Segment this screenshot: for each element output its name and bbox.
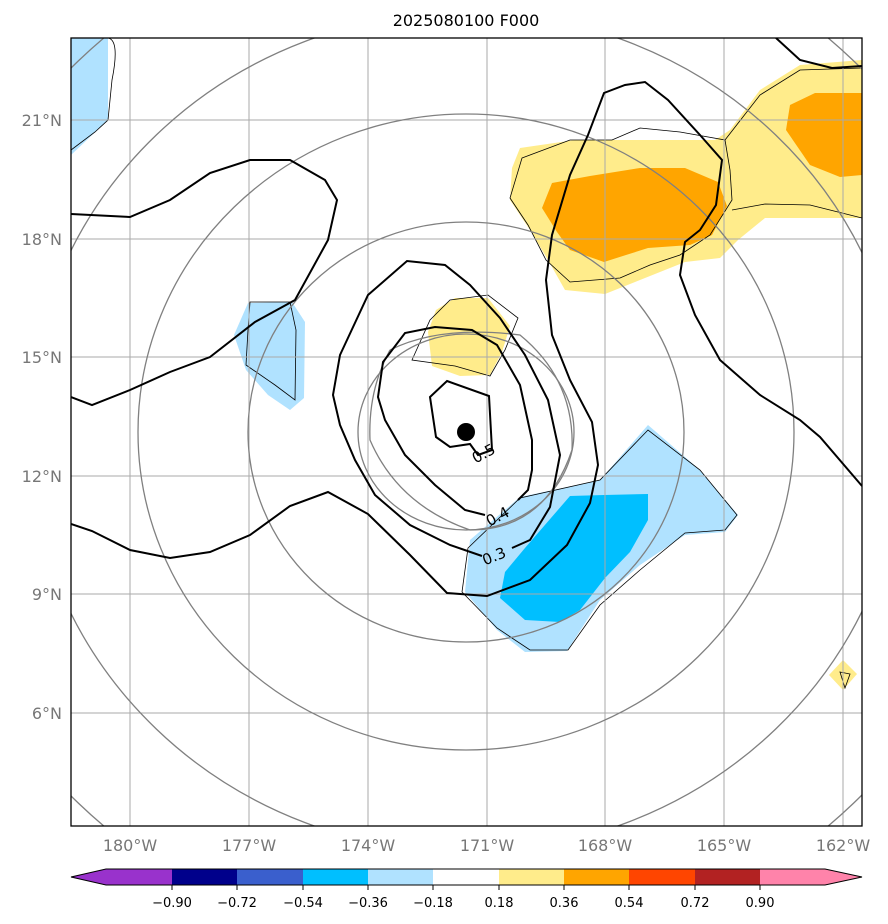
light-blue-region-west xyxy=(234,302,305,410)
light-blue-region-northwest xyxy=(71,38,108,155)
lat-label-6: 6°N xyxy=(32,704,62,723)
lat-label-15: 15°N xyxy=(22,348,62,367)
longitude-labels: 180°W 177°W 174°W 171°W 168°W 165°W 162°… xyxy=(103,836,871,855)
colorbar-bin-1 xyxy=(106,869,172,885)
colorbar-bin-3 xyxy=(237,869,303,885)
range-ring-3 xyxy=(137,113,795,751)
colorbar-bin-7 xyxy=(499,869,564,885)
colorbar-bin-6 xyxy=(433,869,499,885)
lat-label-21: 21°N xyxy=(22,111,62,130)
colorbar-tick-label: 0.90 xyxy=(746,896,775,911)
colorbar-tick-label: −0.54 xyxy=(283,896,323,911)
lat-label-9: 9°N xyxy=(32,585,62,604)
outline-northwest xyxy=(71,38,116,151)
outline-northeast xyxy=(509,127,733,283)
deep-blue-region-southeast xyxy=(500,494,648,622)
colorbar-bin-5 xyxy=(368,869,433,885)
colorbar-tick-marks xyxy=(171,885,761,890)
contour-outer-west xyxy=(71,159,339,407)
contour-northeast-corner xyxy=(775,38,862,70)
lon-label-162: 162°W xyxy=(816,836,871,855)
lon-label-171: 171°W xyxy=(460,836,515,855)
colorbar-bin-11 xyxy=(760,869,825,885)
colorbar-bin-4 xyxy=(303,869,368,885)
lon-label-165: 165°W xyxy=(697,836,752,855)
map-title: 2025080100 F000 xyxy=(393,11,540,30)
colorbar-tick-label: −0.90 xyxy=(152,896,192,911)
outline-southeast xyxy=(461,429,738,651)
colorbar: −0.90 −0.72 −0.54 −0.36 −0.18 0.18 0.36 … xyxy=(70,868,863,911)
lon-label-177: 177°W xyxy=(222,836,277,855)
contour-0-5 xyxy=(428,379,494,457)
colorbar-tick-label: 0.18 xyxy=(485,896,514,911)
lat-label-18: 18°N xyxy=(22,230,62,249)
range-ring-inner-arc xyxy=(369,331,573,531)
colorbar-tick-label: 0.72 xyxy=(681,896,710,911)
colorbar-outline xyxy=(70,868,863,886)
outline-northeast-upper xyxy=(724,67,862,141)
colorbar-tick-label: 0.36 xyxy=(550,896,579,911)
outline-central xyxy=(411,294,519,377)
lon-label-180: 180°W xyxy=(103,836,158,855)
lat-label-12: 12°N xyxy=(22,467,62,486)
map-frame xyxy=(70,37,863,827)
contour-0-4 xyxy=(376,325,533,516)
contour-outer-south xyxy=(71,80,862,598)
contour-layer xyxy=(71,38,862,598)
colorbar-bin-10 xyxy=(695,869,760,885)
contour-0-3 xyxy=(331,259,562,557)
colorbar-under-extension xyxy=(71,869,106,885)
storm-center-marker xyxy=(457,423,475,441)
latitude-labels: 21°N 18°N 15°N 12°N 9°N 6°N xyxy=(22,111,62,723)
outline-northeast-lower xyxy=(731,203,862,219)
colorbar-bin-8 xyxy=(564,869,629,885)
colorbar-tick-label: −0.36 xyxy=(348,896,388,911)
colorbar-tick-label: 0.54 xyxy=(615,896,644,911)
colorbar-tick-label: −0.18 xyxy=(413,896,453,911)
colorbar-tick-label: −0.72 xyxy=(217,896,257,911)
colorbar-bin-2 xyxy=(172,869,237,885)
colorbar-over-extension xyxy=(825,869,862,885)
colorbar-bin-9 xyxy=(629,869,695,885)
range-ring-1 xyxy=(357,333,575,531)
lon-label-174: 174°W xyxy=(341,836,396,855)
gridline-layer xyxy=(71,38,862,826)
range-ring-2 xyxy=(247,221,685,643)
lon-label-168: 168°W xyxy=(578,836,633,855)
